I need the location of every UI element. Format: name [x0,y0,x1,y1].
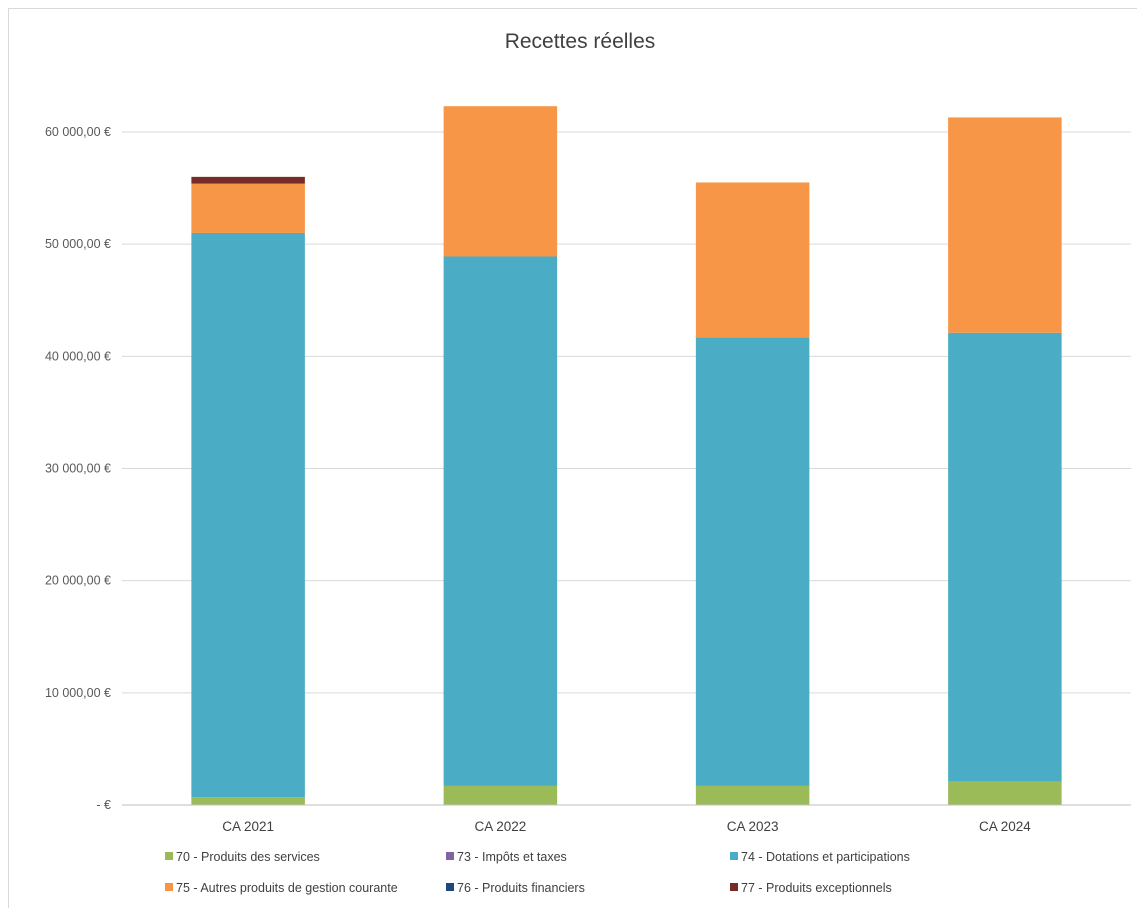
bar-segment [948,781,1062,805]
bar-segment [443,256,558,786]
x-axis-ticks: CA 2021 CA 2022 CA 2023 CA 2024 [222,819,1031,834]
legend-swatch [165,883,173,891]
legend: 70 - Produits des services 73 - Impôts et… [165,850,910,895]
legend-swatch [446,852,454,860]
bar-segment [695,337,810,786]
y-tick-label: 20 000,00 € [45,574,111,588]
bars [191,106,1062,805]
x-tick-label: CA 2022 [474,819,526,834]
x-tick-label: CA 2024 [979,819,1031,834]
legend-label: 74 - Dotations et participations [741,850,910,864]
bar-segment [191,176,305,184]
x-tick-label: CA 2021 [222,819,274,834]
legend-label: 75 - Autres produits de gestion courante [176,881,398,895]
legend-swatch [165,852,173,860]
legend-swatch [446,883,454,891]
y-tick-label: 60 000,00 € [45,125,111,139]
bar-segment [443,785,558,805]
y-tick-label: 30 000,00 € [45,462,111,476]
legend-swatch [730,883,738,891]
bar-segment [191,183,305,233]
bar-segment [443,106,558,257]
chart-title: Recettes réelles [505,30,656,53]
bar-segment [948,117,1062,333]
y-tick-label: 50 000,00 € [45,237,111,251]
legend-label: 76 - Produits financiers [457,881,585,895]
y-tick-label: - € [96,798,111,812]
y-tick-label: 10 000,00 € [45,686,111,700]
y-axis-ticks: - € 10 000,00 € 20 000,00 € 30 000,00 € 40 0… [45,125,111,812]
x-tick-label: CA 2023 [727,819,779,834]
y-tick-label: 40 000,00 € [45,349,111,363]
legend-label: 77 - Produits exceptionnels [741,881,892,895]
bar-segment [191,232,305,798]
legend-label: 73 - Impôts et taxes [457,850,567,864]
chart-frame [8,8,1137,908]
bar-segment [191,797,305,805]
bar-segment [948,332,1062,782]
bar-segment [695,182,810,338]
bar-segment [695,785,810,805]
legend-swatch [730,852,738,860]
legend-label: 70 - Produits des services [176,850,320,864]
